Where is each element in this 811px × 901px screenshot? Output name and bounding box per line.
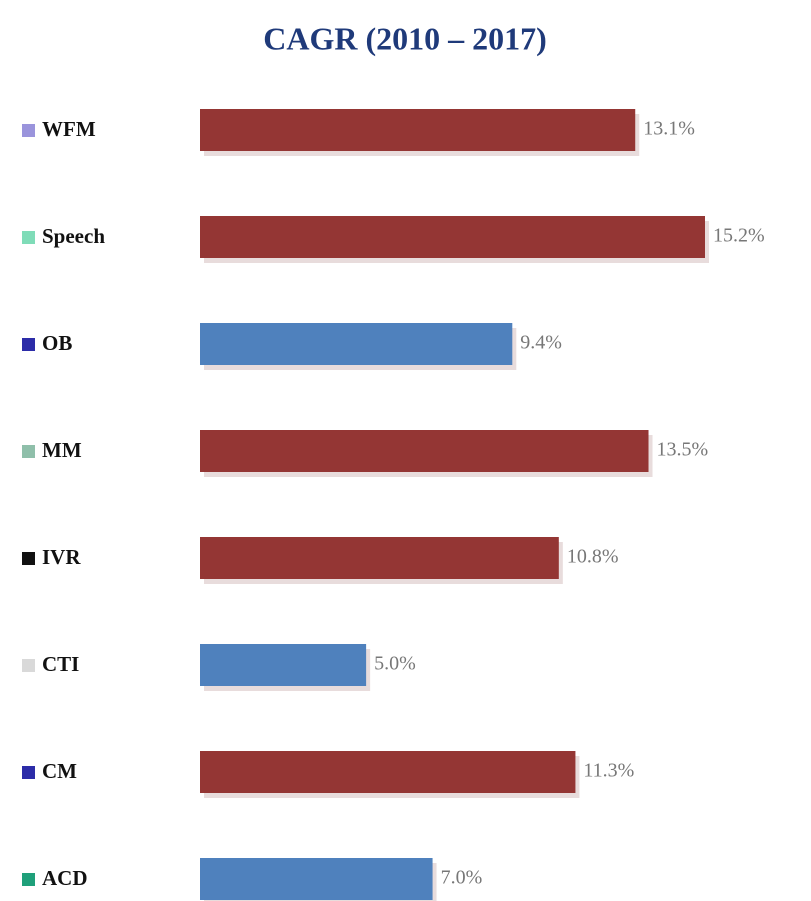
bar [200, 751, 576, 793]
category-label: ACD [42, 866, 88, 890]
bar [200, 858, 433, 900]
legend-marker [22, 231, 35, 244]
value-label: 13.5% [657, 439, 709, 461]
bar [200, 323, 513, 365]
bar [200, 109, 636, 151]
legend-marker [22, 552, 35, 565]
legend-marker [22, 659, 35, 672]
category-label: OB [42, 331, 72, 355]
chart-title: CAGR (2010 – 2017) [263, 20, 547, 56]
value-label: 5.0% [374, 653, 416, 675]
legend-marker [22, 766, 35, 779]
value-label: 15.2% [713, 225, 765, 247]
category-label: WFM [42, 117, 96, 141]
category-label: MM [42, 438, 82, 462]
value-label: 9.4% [520, 332, 562, 354]
value-label: 11.3% [583, 760, 634, 782]
bar [200, 430, 649, 472]
legend-marker [22, 873, 35, 886]
legend-marker [22, 338, 35, 351]
category-label: CM [42, 759, 77, 783]
category-label: Speech [42, 224, 105, 248]
bar [200, 216, 705, 258]
legend-marker [22, 124, 35, 137]
bar [200, 644, 367, 686]
category-label: CTI [42, 652, 79, 676]
value-label: 13.1% [643, 118, 695, 140]
value-label: 7.0% [441, 867, 483, 889]
value-label: 10.8% [567, 546, 619, 568]
category-label: IVR [42, 545, 81, 569]
bar [200, 537, 559, 579]
legend-marker [22, 445, 35, 458]
